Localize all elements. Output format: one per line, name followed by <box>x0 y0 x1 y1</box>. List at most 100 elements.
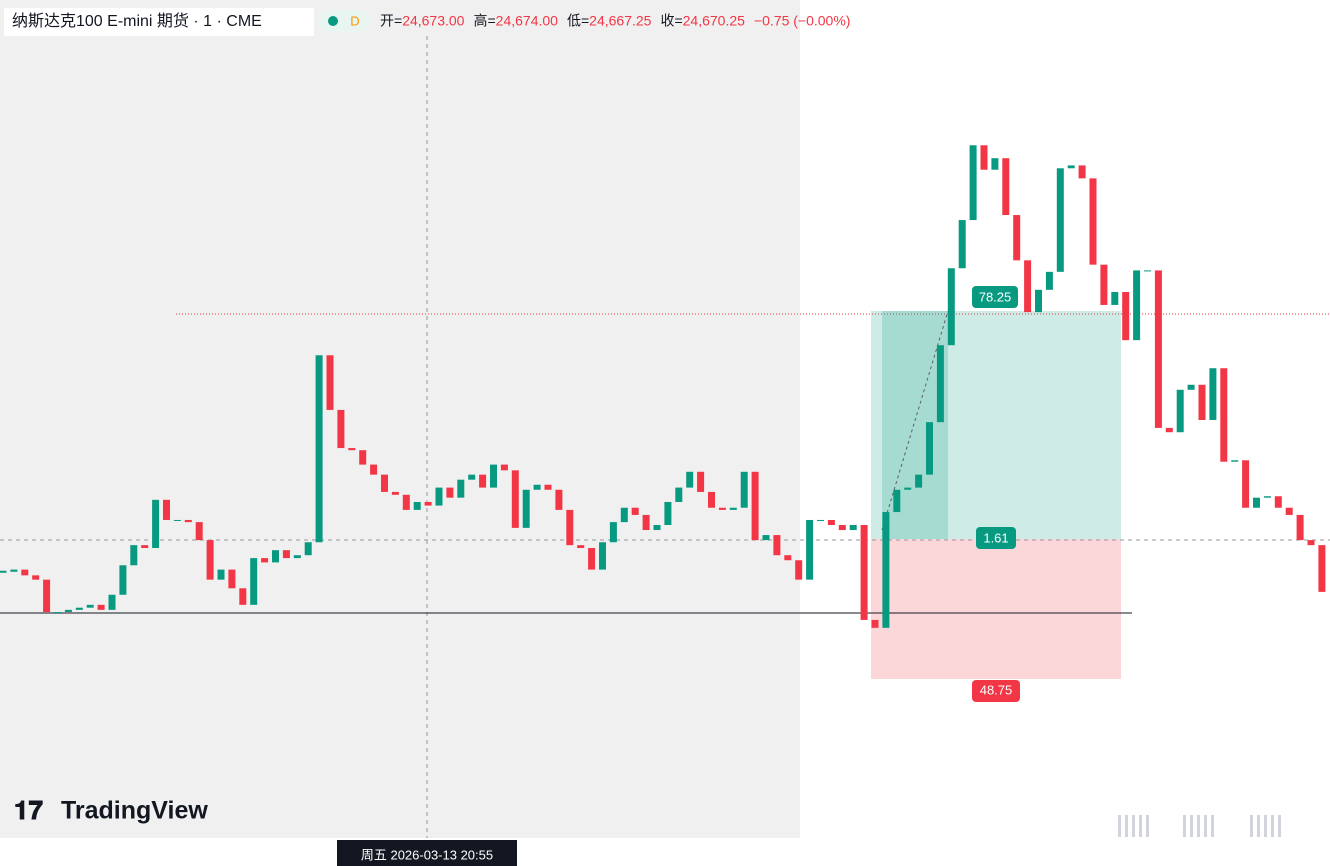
candle-body <box>479 474 487 488</box>
candle-body <box>359 450 367 465</box>
candle-body <box>740 471 748 508</box>
candle-body <box>1209 368 1217 420</box>
candle-body <box>435 487 443 506</box>
scroll-icons <box>1118 815 1281 837</box>
candle-body <box>642 514 650 531</box>
candle-body <box>272 550 279 563</box>
logo-mark: 𝟏𝟕 <box>14 795 43 825</box>
candle-body <box>555 489 563 510</box>
candle-body <box>370 464 378 475</box>
candle-body <box>1318 545 1326 592</box>
title-bg <box>4 8 314 36</box>
candle-body <box>1274 496 1282 508</box>
candle-body <box>348 448 356 451</box>
candle-body <box>838 525 846 531</box>
candle-body <box>991 158 999 170</box>
candle-body <box>631 507 639 515</box>
candle-body <box>588 548 596 570</box>
candle-body <box>871 619 879 628</box>
candle-body <box>751 471 759 541</box>
candle-body <box>239 588 247 605</box>
candle-body <box>32 575 40 580</box>
change: −0.75 (−0.00%) <box>754 13 851 29</box>
candle-body <box>163 499 170 520</box>
ohlc-value: 24,673.00 <box>402 13 464 29</box>
candle-body <box>893 489 901 513</box>
candle-body <box>675 487 683 502</box>
candle-body <box>849 525 857 531</box>
candle-body <box>1056 168 1064 272</box>
candle-body <box>337 409 345 449</box>
candle-body <box>544 484 552 490</box>
candle-body <box>1013 215 1021 261</box>
candle-body <box>762 535 770 541</box>
candle-body <box>773 535 781 556</box>
candle-body <box>806 519 814 580</box>
candle-body <box>958 220 966 269</box>
candle-body <box>522 489 530 528</box>
candle-body <box>54 612 61 614</box>
candle-body <box>261 558 269 563</box>
candle-body <box>402 494 410 510</box>
loss-zone <box>871 539 1121 679</box>
stop-badge <box>972 680 1020 702</box>
candle-body <box>10 569 18 572</box>
candle-body <box>468 474 476 480</box>
badge: D <box>350 13 359 28</box>
crosshair-time: 周五 2026-03-13 20:55 <box>361 847 493 862</box>
candle-body <box>729 507 737 510</box>
candle-body <box>43 579 51 613</box>
crosshair-time-bg <box>337 840 517 866</box>
candle-body <box>1078 165 1086 179</box>
time-axis-bg <box>0 838 1330 866</box>
candle-body <box>609 522 617 543</box>
status-dot <box>328 16 338 26</box>
candle-body <box>130 545 138 566</box>
candle-body <box>718 507 726 510</box>
candle-body <box>228 569 236 589</box>
candle-body <box>152 499 160 549</box>
candle-body <box>686 471 694 488</box>
candle-body <box>1045 271 1053 290</box>
candle-body <box>620 507 628 523</box>
candle-body <box>784 555 792 561</box>
candle-body <box>1242 460 1250 508</box>
candle-body <box>969 145 977 221</box>
candle-body <box>391 491 399 495</box>
candle-body <box>708 491 715 508</box>
candle-body <box>653 525 661 531</box>
candle-body <box>860 525 868 620</box>
candle-body <box>64 609 72 613</box>
candle-body <box>795 560 803 580</box>
candle-body <box>915 474 923 488</box>
candle-body <box>250 558 258 605</box>
status-pill <box>318 10 370 32</box>
candle-body <box>1307 540 1315 546</box>
position-path <box>881 310 949 531</box>
candle-body <box>904 487 912 490</box>
candle-body <box>980 145 988 170</box>
ohlc-key: 高= <box>473 13 495 29</box>
candle-body <box>1176 389 1184 433</box>
stop-label: 48.75 <box>980 682 1013 697</box>
candle-body <box>97 604 105 610</box>
symbol-title: 纳斯达克100 E-mini 期货 · 1 · CME <box>12 12 262 30</box>
candle-body <box>500 464 508 471</box>
candle-body <box>0 570 7 573</box>
candle-body <box>293 555 301 559</box>
logo: TradingView <box>61 797 208 825</box>
profit-zone <box>871 311 1121 539</box>
candle-body <box>1263 496 1271 498</box>
candle-body <box>697 471 705 492</box>
candle-body <box>1035 289 1042 313</box>
candle-body <box>1122 291 1130 341</box>
candle-body <box>1285 507 1293 515</box>
candle-body <box>173 519 181 521</box>
ohlc-key: 收= <box>660 13 682 29</box>
candle-body <box>1089 178 1097 265</box>
candle-body <box>315 355 323 543</box>
candle-body <box>1198 384 1206 420</box>
candle-body <box>817 519 824 521</box>
